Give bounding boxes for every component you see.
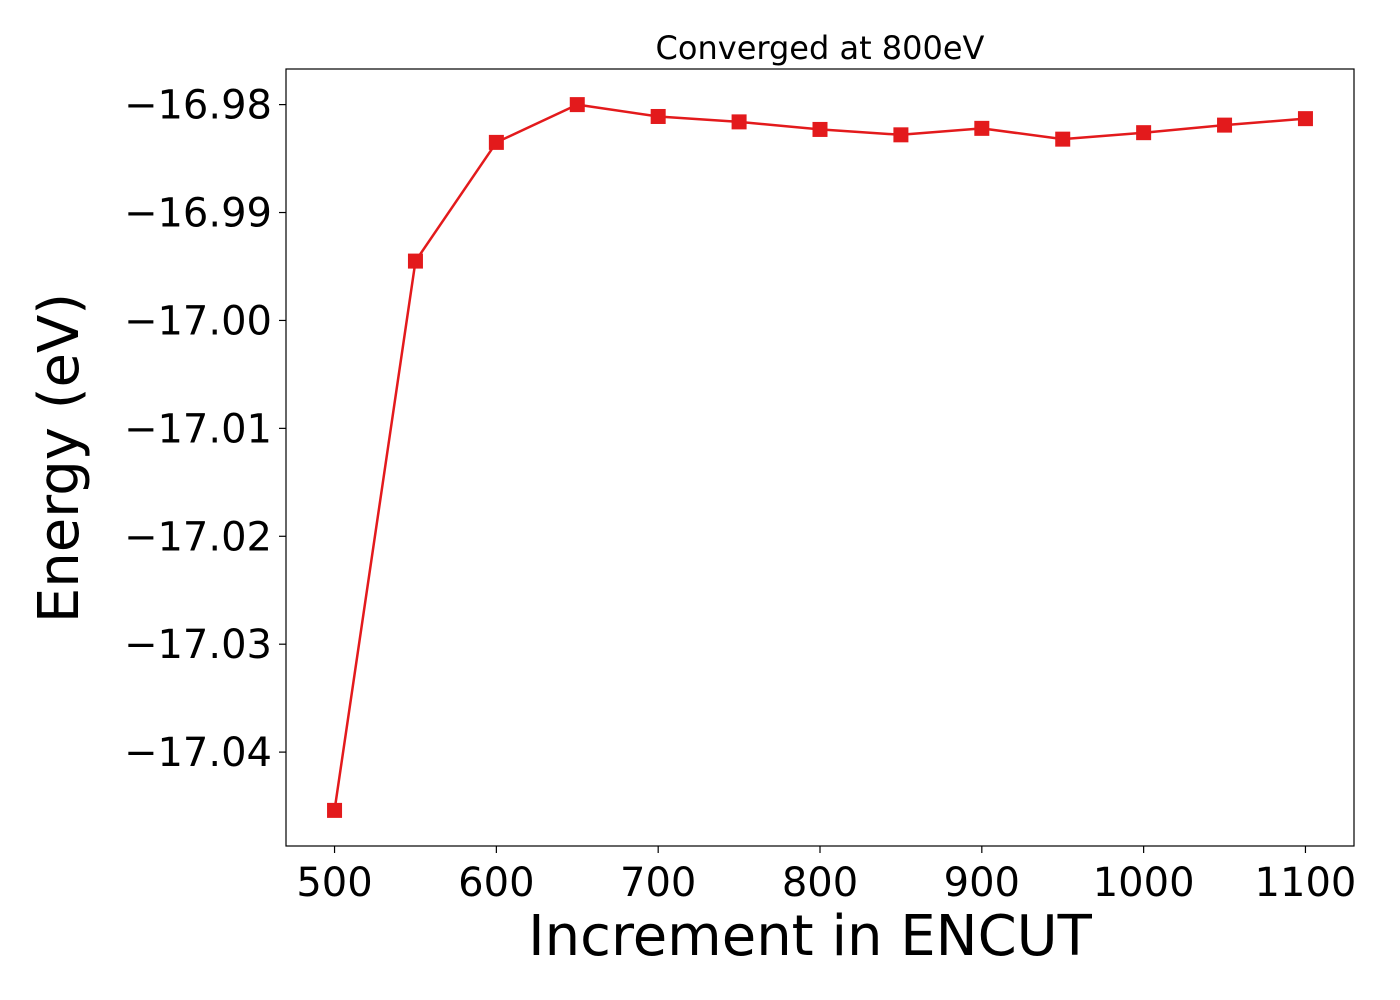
- plot-area: [327, 97, 1313, 818]
- data-point-marker: [893, 127, 909, 143]
- data-point-marker: [650, 108, 666, 124]
- y-axis: −16.98 −16.99 −17.00 −17.01 −17.02 −17.03 −17.…: [124, 83, 286, 776]
- x-tick-label: 500: [296, 860, 372, 906]
- data-point-marker: [1055, 131, 1071, 147]
- y-axis-label: Energy (eV): [27, 293, 92, 623]
- y-tick-label: −16.99: [124, 191, 272, 237]
- y-tick-label: −17.02: [124, 514, 272, 560]
- data-point-marker: [1297, 111, 1313, 127]
- x-axis-label: Increment in ENCUT: [528, 904, 1093, 969]
- y-tick-label: −17.03: [124, 622, 272, 668]
- x-tick-label: 1100: [1255, 860, 1357, 906]
- data-point-marker: [812, 121, 828, 137]
- data-point-marker: [407, 253, 423, 269]
- data-point-marker: [974, 120, 990, 136]
- x-tick-label: 700: [620, 860, 696, 906]
- x-tick-label: 800: [782, 860, 858, 906]
- data-point-marker: [731, 114, 747, 130]
- x-tick-label: 1000: [1093, 860, 1195, 906]
- data-point-marker: [327, 802, 343, 818]
- data-point-marker: [1217, 117, 1233, 133]
- data-point-marker: [569, 97, 585, 113]
- x-tick-label: 900: [944, 860, 1020, 906]
- y-tick-label: −16.98: [124, 83, 272, 129]
- y-tick-label: −17.01: [124, 406, 272, 452]
- y-tick-label: −17.00: [124, 298, 272, 344]
- y-tick-label: −17.04: [124, 730, 272, 776]
- x-axis: 500 600 700 800 900 1000 1100: [296, 846, 1356, 906]
- x-tick-label: 600: [458, 860, 534, 906]
- data-point-marker: [1136, 125, 1152, 141]
- chart-title: Converged at 800eV: [656, 29, 985, 67]
- data-point-marker: [488, 134, 504, 150]
